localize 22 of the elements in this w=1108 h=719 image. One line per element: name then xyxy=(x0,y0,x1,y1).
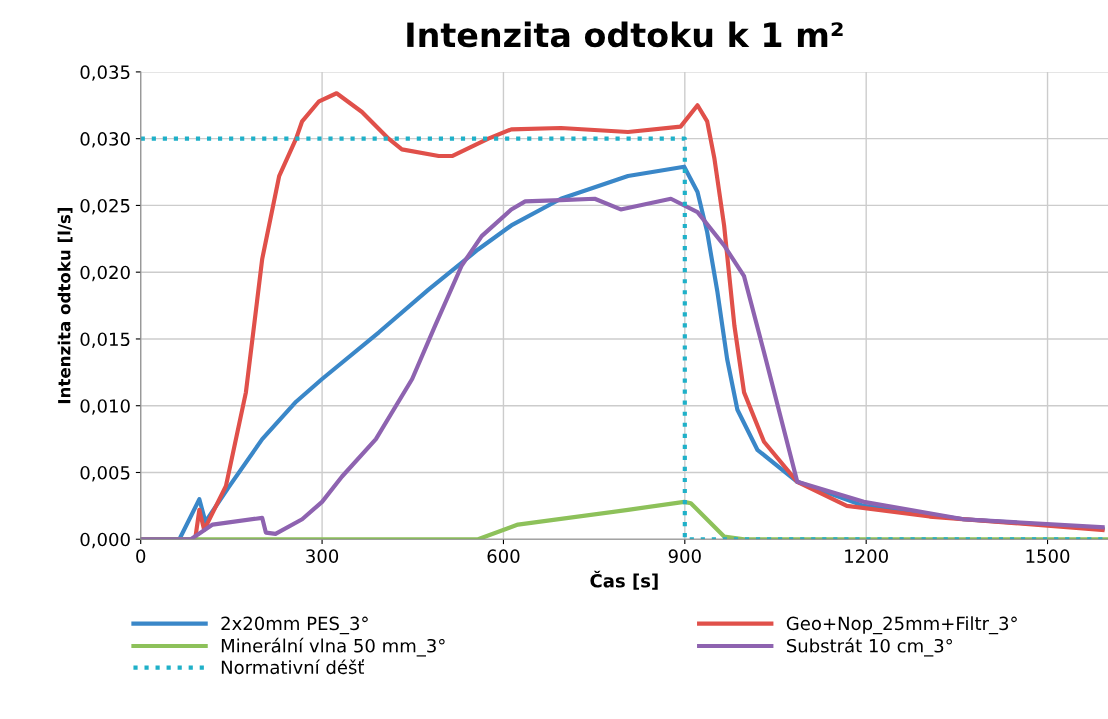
y-tick-label: 0,010 xyxy=(80,399,130,415)
legend-label: 2x20mm PES_3° xyxy=(221,616,368,635)
x-tick-label: 300 xyxy=(306,549,339,563)
chart-title: Intenzita odtoku k 1 m² xyxy=(407,21,843,48)
y-tick-label: 0,000 xyxy=(80,532,130,549)
legend-label: Normativní déšť xyxy=(221,659,365,675)
y-tick-label: 0,025 xyxy=(80,198,130,215)
x-axis-title: Čas [s] xyxy=(590,570,658,590)
legend-label: Geo+Nop_25mm+Filtr_3° xyxy=(786,616,1017,635)
legend-label: Minerální vlna 50 mm_3° xyxy=(221,637,445,657)
y-tick-label: 0,005 xyxy=(80,465,130,482)
y-tick-label: 0,015 xyxy=(80,332,130,348)
x-tick-label: 0 xyxy=(136,549,146,563)
y-tick-label: 0,035 xyxy=(80,65,130,81)
y-axis-title: Intenzita odtoku [l/s] xyxy=(57,207,73,404)
x-tick-label: 900 xyxy=(668,549,701,563)
x-tick-label: 600 xyxy=(487,549,520,563)
y-tick-label: 0,030 xyxy=(80,132,130,148)
legend-label: Substrát 10 cm_3° xyxy=(786,637,952,657)
x-tick-label: 1500 xyxy=(1026,549,1070,563)
x-tick-label: 1200 xyxy=(845,549,888,563)
y-tick-label: 0,020 xyxy=(80,265,130,282)
